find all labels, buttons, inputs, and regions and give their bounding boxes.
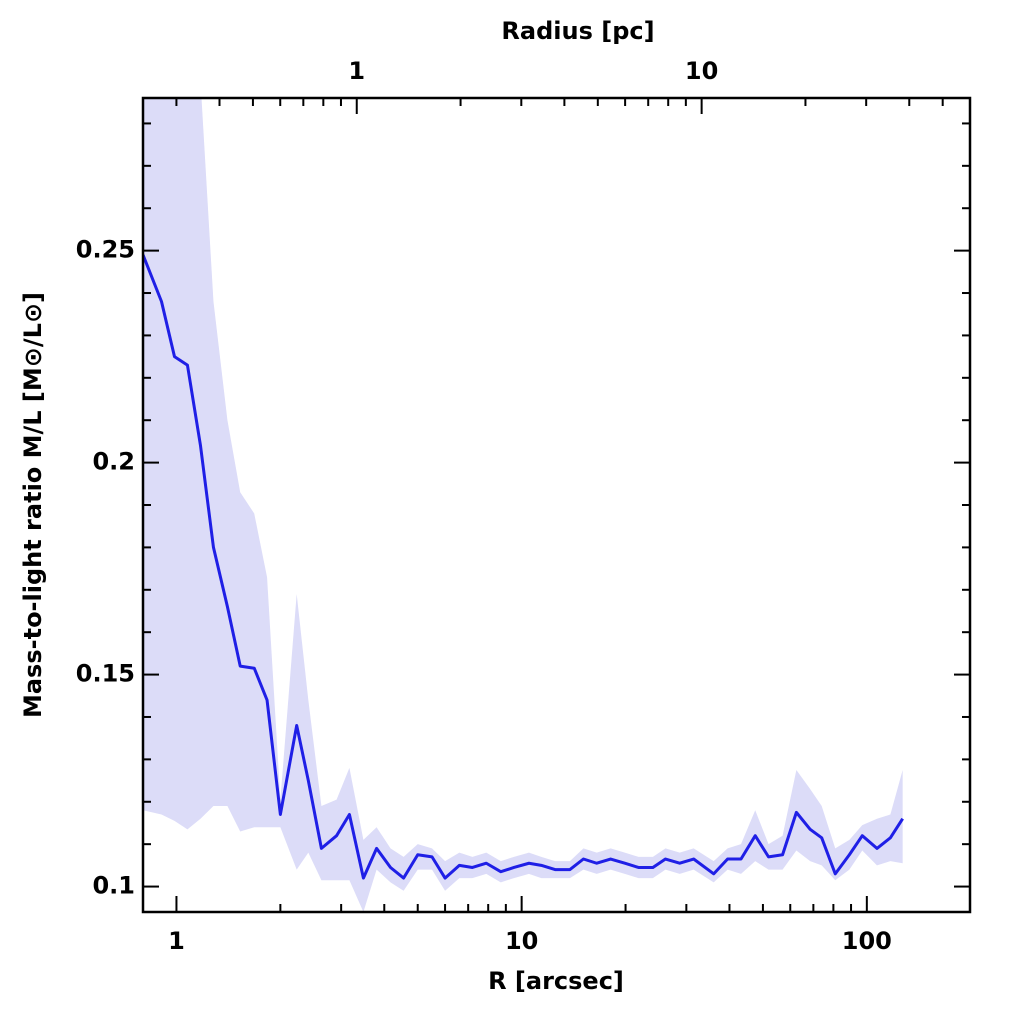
x2-tick-label: 10 [685,57,718,85]
y-tick-label: 0.2 [92,448,135,476]
data-line [143,254,904,880]
x2-axis-label: Radius [pc] [501,17,654,45]
y-tick-label: 0.25 [76,236,135,264]
y-tick-label: 0.1 [92,872,135,900]
x2-tick-label: 1 [348,57,365,85]
x-axis-label: R [arcsec] [488,967,624,995]
x-tick-label: 100 [842,927,892,955]
uncertainty-band [143,98,903,912]
x-tick-label: 10 [505,927,538,955]
x-tick-label: 1 [168,927,185,955]
plot-area [143,98,904,912]
y-axis-label: Mass-to-light ratio M/L [M⊙/L⊙] [19,292,47,718]
y-tick-label: 0.15 [76,660,135,688]
